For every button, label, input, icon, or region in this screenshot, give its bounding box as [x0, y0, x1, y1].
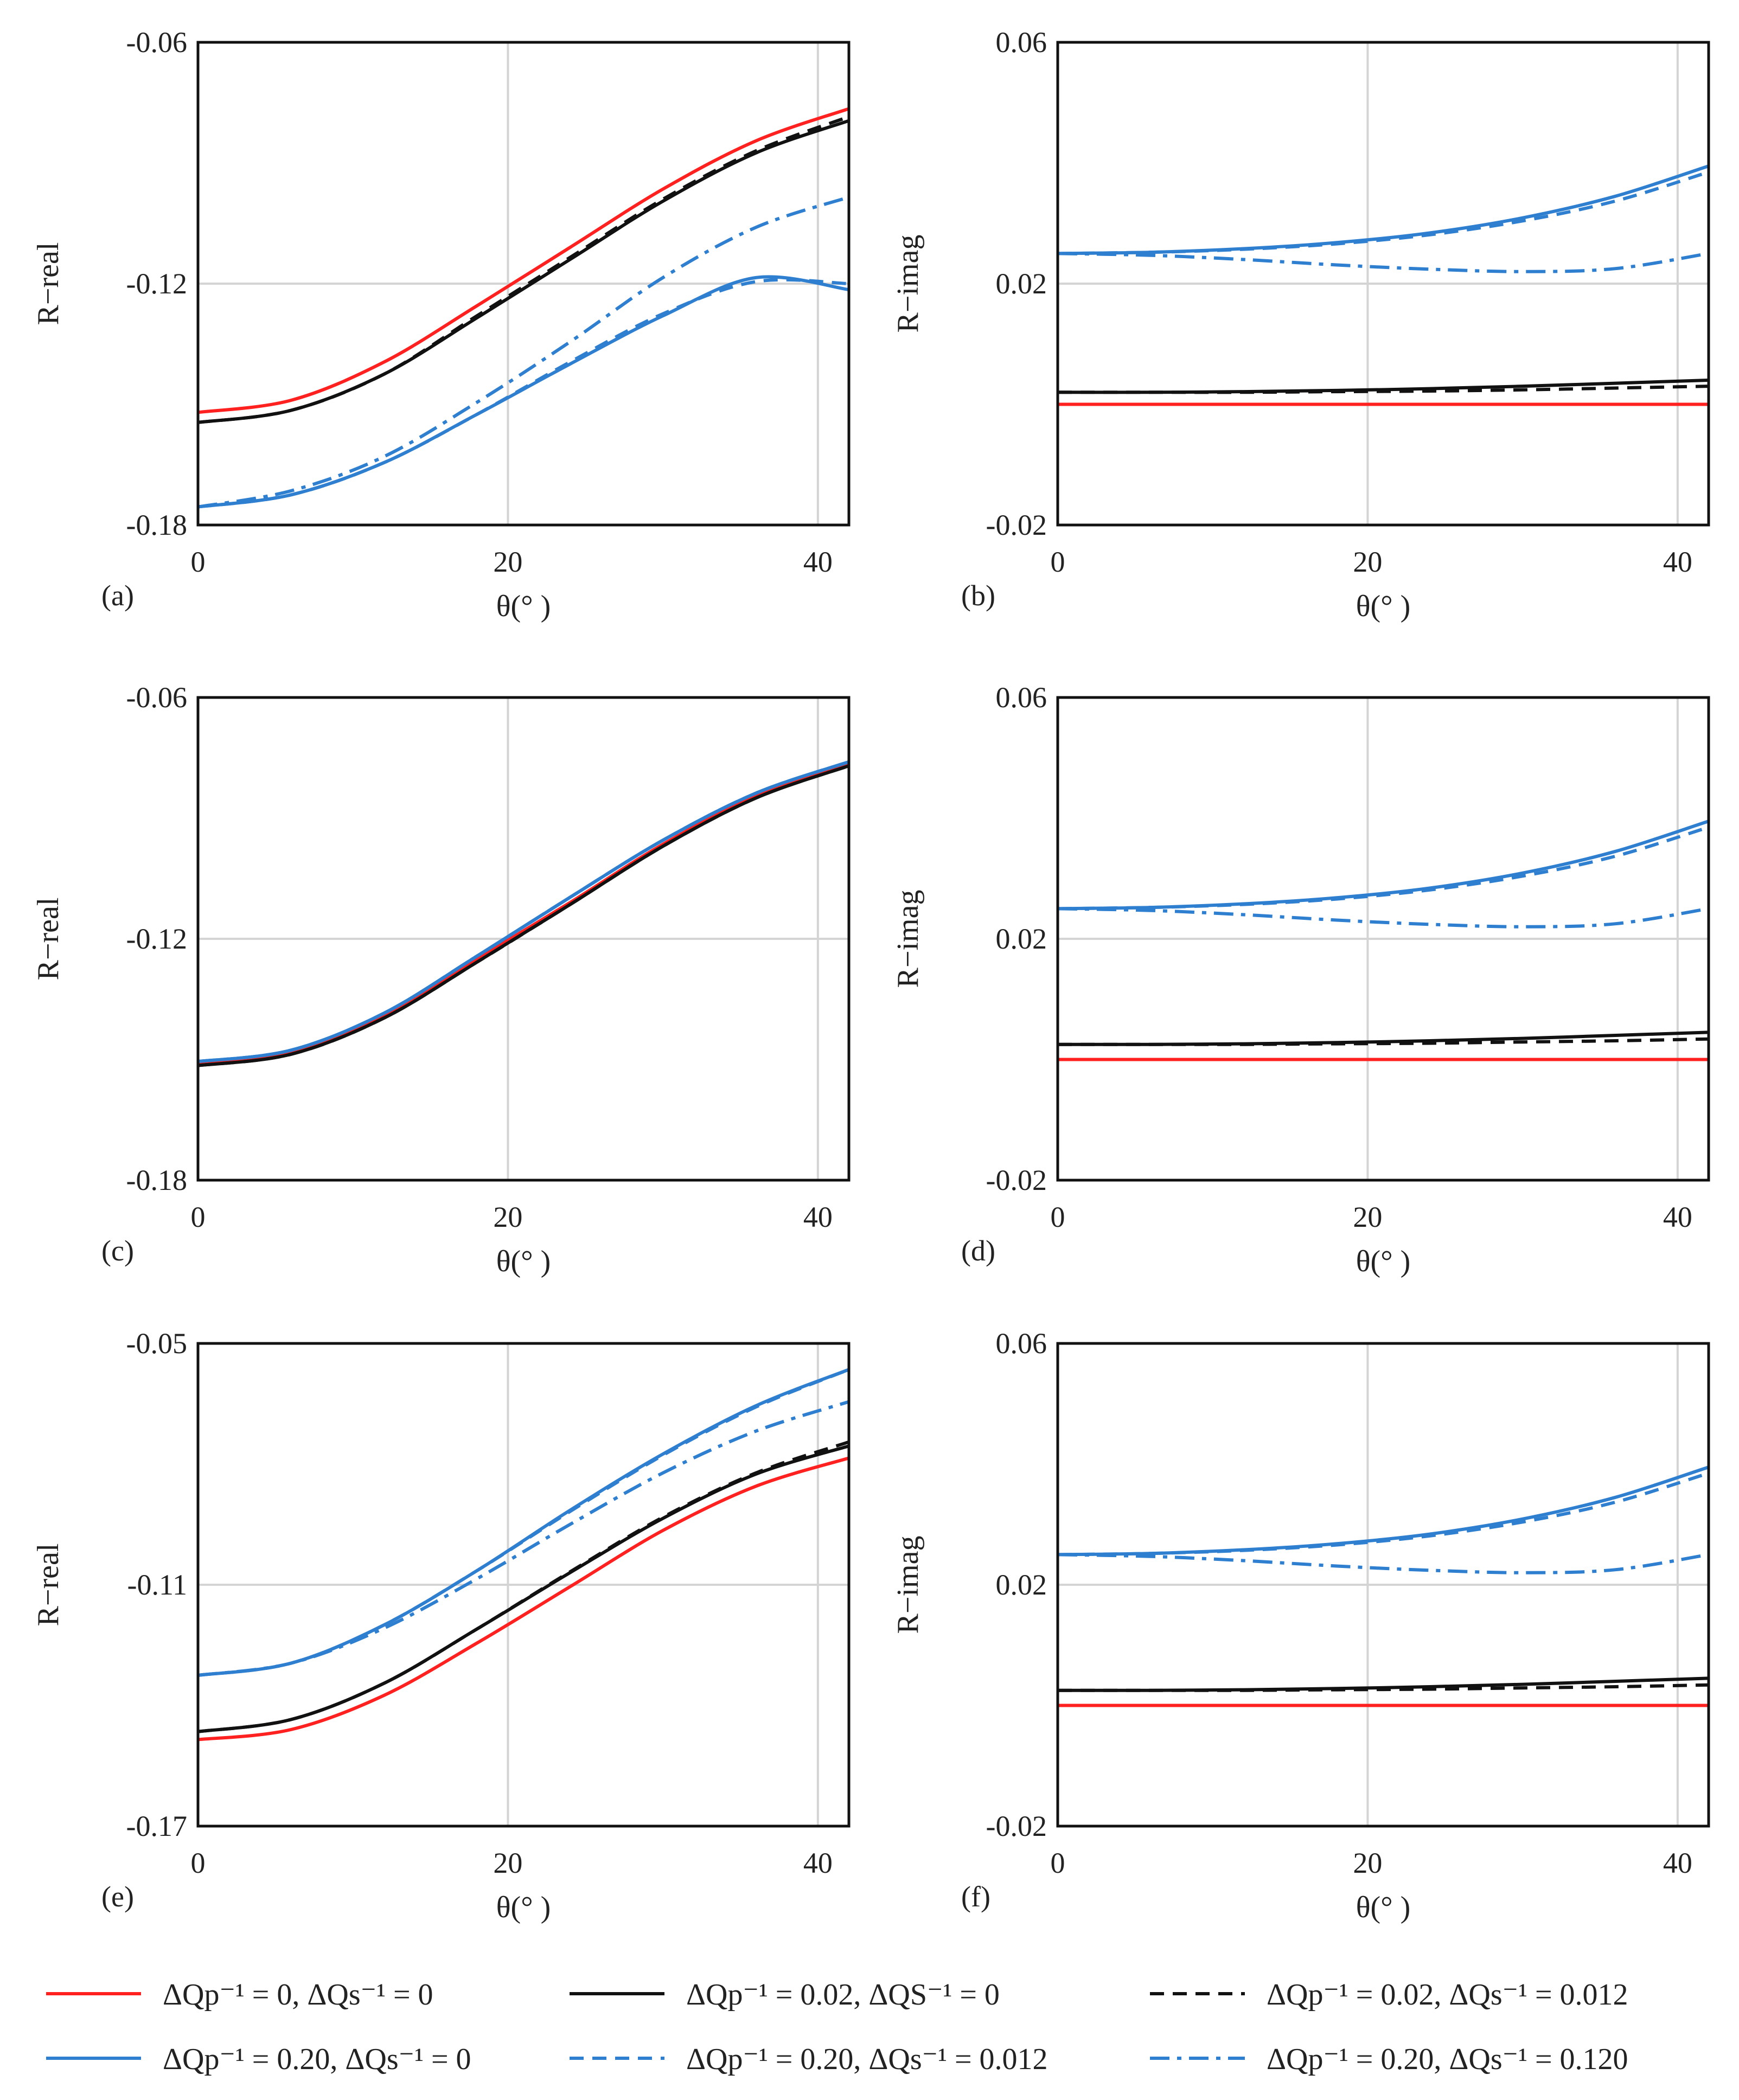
- x-tick-label: 40: [803, 1201, 833, 1233]
- series-line-s5: [197, 278, 849, 509]
- series-line-s1: [197, 107, 849, 414]
- legend-label-s2: ΔQp⁻¹ = 0.02, ΔQS⁻¹ = 0: [686, 1978, 1000, 2012]
- x-axis-title: θ(° ): [496, 590, 551, 623]
- y-tick-label: 0.02: [996, 923, 1047, 955]
- x-tick-label: 0: [191, 1201, 206, 1233]
- legend-label-s5: ΔQp⁻¹ = 0.20, ΔQs⁻¹ = 0.012: [686, 2043, 1048, 2076]
- y-tick-label: -0.12: [126, 923, 187, 955]
- x-tick-label: 40: [803, 546, 833, 578]
- legend-label-s3: ΔQp⁻¹ = 0.02, ΔQs⁻¹ = 0.012: [1267, 1978, 1628, 2012]
- series-line-s6: [197, 1400, 849, 1677]
- series-line-s2: [197, 119, 849, 424]
- legend: ΔQp⁻¹ = 0, ΔQs⁻¹ = 0 ΔQp⁻¹ = 0.02, ΔQS⁻¹ …: [46, 1978, 1628, 2076]
- x-tick-label: 40: [803, 1847, 833, 1879]
- series-line-s6: [1057, 1553, 1709, 1574]
- panel-tag: (e): [101, 1880, 134, 1913]
- y-tick-label: -0.06: [126, 681, 187, 714]
- x-tick-label: 40: [1663, 1847, 1692, 1879]
- series-line-s6: [197, 195, 849, 509]
- y-axis-title: R−imag: [891, 890, 925, 988]
- panel-b: 0 20 40 -0.02 0.02 0.06 θ(° ) R−imag (b): [891, 26, 1710, 623]
- panel-tag: (f): [961, 1880, 990, 1913]
- y-tick-label: 0.02: [996, 1568, 1047, 1601]
- y-tick-label: 0.06: [996, 681, 1047, 714]
- x-tick-label: 20: [1353, 546, 1382, 578]
- series-line-s3: [197, 1440, 849, 1733]
- panel-f: 0 20 40 -0.02 0.02 0.06 θ(° ) R−imag (f): [891, 1327, 1710, 1924]
- panel-c: 0 20 40 -0.18 -0.12 -0.06 θ(° ) R−real (c): [31, 681, 851, 1278]
- series-line-s5: [1057, 170, 1709, 255]
- legend-label-s6: ΔQp⁻¹ = 0.20, ΔQs⁻¹ = 0.120: [1267, 2043, 1628, 2076]
- y-axis-title: R−imag: [891, 235, 925, 333]
- x-tick-label: 0: [191, 546, 206, 578]
- plot-frame: [1056, 696, 1710, 1182]
- x-tick-label: 20: [1353, 1847, 1382, 1879]
- series-line-s6: [197, 760, 849, 1064]
- series-line-s6: [1057, 907, 1709, 929]
- plot-frame: [196, 41, 851, 527]
- y-tick-label: 0.06: [996, 26, 1047, 59]
- y-tick-label: -0.12: [126, 267, 187, 300]
- legend-label-s4: ΔQp⁻¹ = 0.20, ΔQs⁻¹ = 0: [163, 2043, 471, 2076]
- series-line-s3: [1058, 1683, 1709, 1692]
- plot-frame: [1056, 1342, 1710, 1828]
- y-axis-title: R−real: [31, 898, 65, 981]
- y-axis-title: R−imag: [891, 1536, 925, 1634]
- panel-e: 0 20 40 -0.17 -0.11 -0.05 θ(° ) R−real (e): [31, 1327, 851, 1924]
- plot-frame: [1056, 41, 1710, 527]
- x-axis-title: θ(° ): [496, 1891, 551, 1924]
- y-tick-label: -0.02: [986, 1164, 1047, 1196]
- y-tick-label: 0.02: [996, 267, 1047, 300]
- x-tick-label: 0: [1051, 546, 1065, 578]
- x-axis-title: θ(° ): [1356, 1245, 1411, 1278]
- series-line-s3: [1057, 385, 1709, 394]
- panel-d: 0 20 40 -0.02 0.02 0.06 θ(° ) R−imag (d): [891, 681, 1710, 1278]
- x-tick-label: 0: [1051, 1201, 1065, 1233]
- panel-tag: (d): [961, 1234, 995, 1267]
- y-tick-label: -0.06: [126, 26, 187, 59]
- x-tick-label: 20: [493, 546, 522, 578]
- panel-a: 0 20 40 -0.18 -0.12 -0.06 θ(° ) R−real (a): [31, 26, 851, 623]
- x-axis-title: θ(° ): [1356, 1891, 1411, 1924]
- series-line-s1: [197, 1456, 849, 1742]
- series-line-s3: [1058, 1037, 1709, 1046]
- y-tick-label: -0.17: [126, 1810, 187, 1842]
- plot-frame: [196, 1342, 851, 1828]
- y-tick-label: -0.02: [986, 1810, 1047, 1842]
- series-line-s5: [1057, 825, 1709, 911]
- series-line-s5: [1057, 1471, 1709, 1557]
- x-tick-label: 0: [191, 1847, 206, 1879]
- y-tick-label: -0.18: [126, 1164, 187, 1196]
- y-tick-label: 0.06: [996, 1327, 1047, 1360]
- series-line-s6: [1057, 252, 1709, 273]
- x-tick-label: 20: [493, 1847, 522, 1879]
- y-axis-title: R−real: [31, 1544, 65, 1627]
- legend-label-s1: ΔQp⁻¹ = 0, ΔQs⁻¹ = 0: [163, 1978, 433, 2012]
- y-tick-label: -0.18: [126, 509, 187, 541]
- series-line-s2: [197, 764, 849, 1067]
- y-tick-label: -0.05: [126, 1327, 187, 1360]
- x-tick-label: 20: [493, 1201, 522, 1233]
- panel-tag: (a): [101, 579, 134, 612]
- panel-tag: (b): [961, 579, 995, 612]
- x-axis-title: θ(° ): [496, 1245, 551, 1278]
- y-axis-title: R−real: [31, 242, 65, 325]
- x-tick-label: 20: [1353, 1201, 1382, 1233]
- y-tick-label: -0.02: [986, 509, 1047, 541]
- x-tick-label: 40: [1663, 1201, 1692, 1233]
- plot-frame: [196, 696, 851, 1182]
- y-tick-label: -0.11: [127, 1568, 187, 1601]
- x-axis-title: θ(° ): [1356, 590, 1411, 623]
- x-tick-label: 40: [1663, 546, 1692, 578]
- panel-tag: (c): [101, 1234, 134, 1267]
- x-tick-label: 0: [1051, 1847, 1065, 1879]
